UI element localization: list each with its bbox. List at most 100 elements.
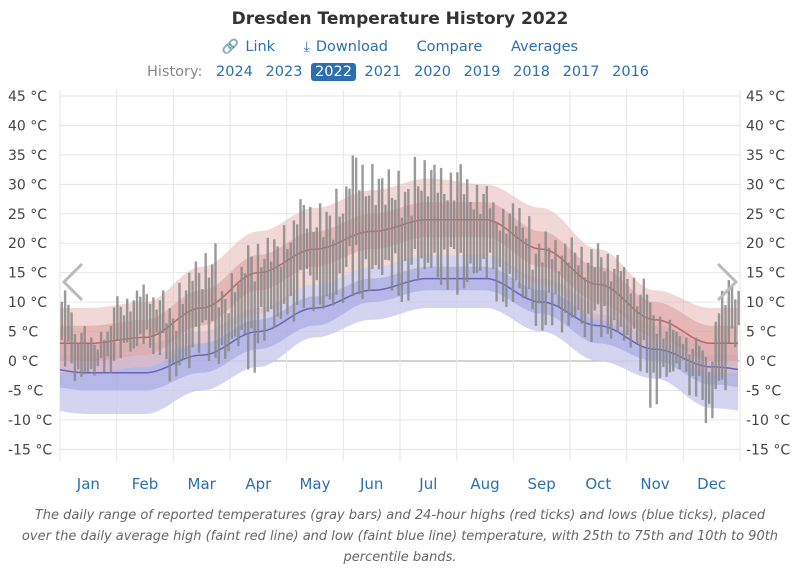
daily-range-bar: [672, 329, 675, 372]
compare-button[interactable]: Compare: [416, 39, 483, 55]
daily-range-bar: [119, 306, 122, 359]
month-label-feb[interactable]: Feb: [132, 475, 159, 493]
y-tick-label-left: 10 °C: [8, 295, 47, 311]
chart-actions: 🔗 Link ⤓ Download Compare Averages: [0, 39, 800, 55]
year-link-2016[interactable]: 2016: [612, 64, 650, 80]
month-label-apr[interactable]: Apr: [245, 475, 272, 493]
daily-range-bar: [564, 243, 567, 313]
daily-range-bar: [511, 203, 515, 302]
month-label-sep[interactable]: Sep: [528, 475, 556, 493]
daily-range-bar: [505, 233, 508, 307]
daily-range-bar: [332, 239, 335, 306]
year-link-2021[interactable]: 2021: [364, 64, 402, 80]
history-nav: History: 2024 2023 2022 2021 2020 2019 2…: [0, 63, 800, 81]
daily-range-bar: [528, 216, 531, 290]
year-link-2022[interactable]: 2022: [311, 63, 356, 81]
daily-range-bar: [472, 209, 475, 274]
daily-range-bar: [439, 167, 443, 285]
daily-range-bar: [338, 216, 341, 274]
download-label: Download: [315, 39, 388, 55]
daily-range-bar: [724, 305, 727, 391]
daily-range-bar: [341, 213, 345, 303]
daily-range-bar: [642, 278, 645, 341]
month-label-may[interactable]: May: [299, 475, 330, 493]
daily-range-bar: [577, 265, 580, 310]
month-label-aug[interactable]: Aug: [470, 475, 499, 493]
daily-range-bar: [649, 302, 652, 408]
chart-caption: The daily range of reported temperatures…: [21, 508, 779, 565]
daily-range-bar: [413, 156, 417, 249]
daily-range-bar: [737, 290, 740, 326]
daily-range-bar: [312, 232, 315, 312]
link-button[interactable]: 🔗 Link: [222, 39, 275, 55]
month-label-jun[interactable]: Jun: [359, 475, 383, 493]
year-link-2023[interactable]: 2023: [265, 64, 303, 80]
daily-range-bar: [165, 323, 168, 360]
temperature-chart: 45 °C 45 °C 40 °C 40 °C 35 °C 35 °C 30 °C 30 °C…: [8, 89, 790, 493]
daily-range-bar: [721, 290, 724, 380]
daily-range-bar: [596, 243, 600, 305]
daily-range-bar: [351, 155, 354, 297]
daily-range-bar: [96, 349, 99, 367]
chevron-left-icon[interactable]: [61, 262, 84, 302]
y-tick-label-left: 20 °C: [8, 236, 47, 252]
month-label-jul[interactable]: Jul: [418, 475, 437, 493]
averages-button[interactable]: Averages: [510, 39, 579, 55]
daily-range-bar: [390, 198, 394, 291]
daily-range-bar: [655, 333, 658, 405]
year-link-2017[interactable]: 2017: [562, 64, 600, 80]
month-label-mar[interactable]: Mar: [188, 475, 217, 493]
daily-range-bar: [197, 272, 201, 353]
daily-range-bar: [194, 261, 198, 327]
daily-range-bar: [524, 238, 528, 298]
daily-range-bar: [433, 164, 436, 253]
daily-range-bar: [583, 277, 587, 338]
y-tick-label-left: -5 °C: [8, 383, 43, 399]
daily-range-bar: [184, 290, 188, 357]
daily-range-bar: [273, 239, 276, 328]
daily-range-bar: [423, 160, 426, 270]
year-link-2019[interactable]: 2019: [463, 64, 501, 80]
daily-range-bar: [688, 354, 691, 396]
year-link-2020[interactable]: 2020: [414, 64, 451, 80]
daily-range-bar: [220, 291, 224, 346]
daily-range-bar: [714, 321, 717, 389]
daily-range-bar: [139, 296, 142, 335]
daily-range-bar: [534, 253, 538, 326]
daily-range-bar: [515, 226, 518, 281]
year-link-2024[interactable]: 2024: [216, 64, 253, 80]
daily-range-bar: [475, 184, 479, 273]
month-label-dec[interactable]: Dec: [697, 475, 726, 493]
y-tick-label-left: 35 °C: [8, 148, 47, 164]
y-tick-label-right: 15 °C: [746, 266, 785, 282]
daily-range-bar: [309, 206, 312, 276]
daily-range-bar: [80, 332, 83, 377]
daily-range-bar: [152, 297, 155, 355]
daily-range-bar: [126, 298, 129, 343]
daily-range-bar: [279, 266, 283, 319]
daily-range-bar: [282, 225, 286, 304]
daily-range-bar: [420, 190, 423, 259]
chevron-right-icon[interactable]: [716, 262, 739, 302]
daily-range-bar: [665, 331, 668, 377]
daily-range-bar: [381, 178, 384, 275]
year-link-2018[interactable]: 2018: [513, 64, 550, 80]
daily-range-bar: [73, 334, 77, 382]
daily-range-bar: [263, 258, 266, 341]
daily-range-bar: [325, 211, 328, 297]
daily-range-bar: [345, 186, 348, 267]
daily-range-bar: [459, 164, 462, 253]
y-tick-label-right: -15 °C: [746, 442, 790, 458]
y-tick-label-right: 0 °C: [746, 354, 776, 370]
month-label-oct[interactable]: Oct: [585, 475, 611, 493]
daily-range-bar: [645, 294, 649, 373]
month-label-jan[interactable]: Jan: [76, 475, 100, 493]
daily-range-bar: [181, 304, 184, 360]
download-button[interactable]: ⤓ Download: [304, 39, 388, 55]
daily-range-bar: [541, 262, 544, 331]
daily-range-bar: [639, 294, 642, 372]
month-label-nov[interactable]: Nov: [640, 475, 669, 493]
daily-range-bar: [547, 247, 551, 293]
daily-range-bar: [537, 243, 541, 304]
daily-range-bar: [374, 205, 377, 266]
